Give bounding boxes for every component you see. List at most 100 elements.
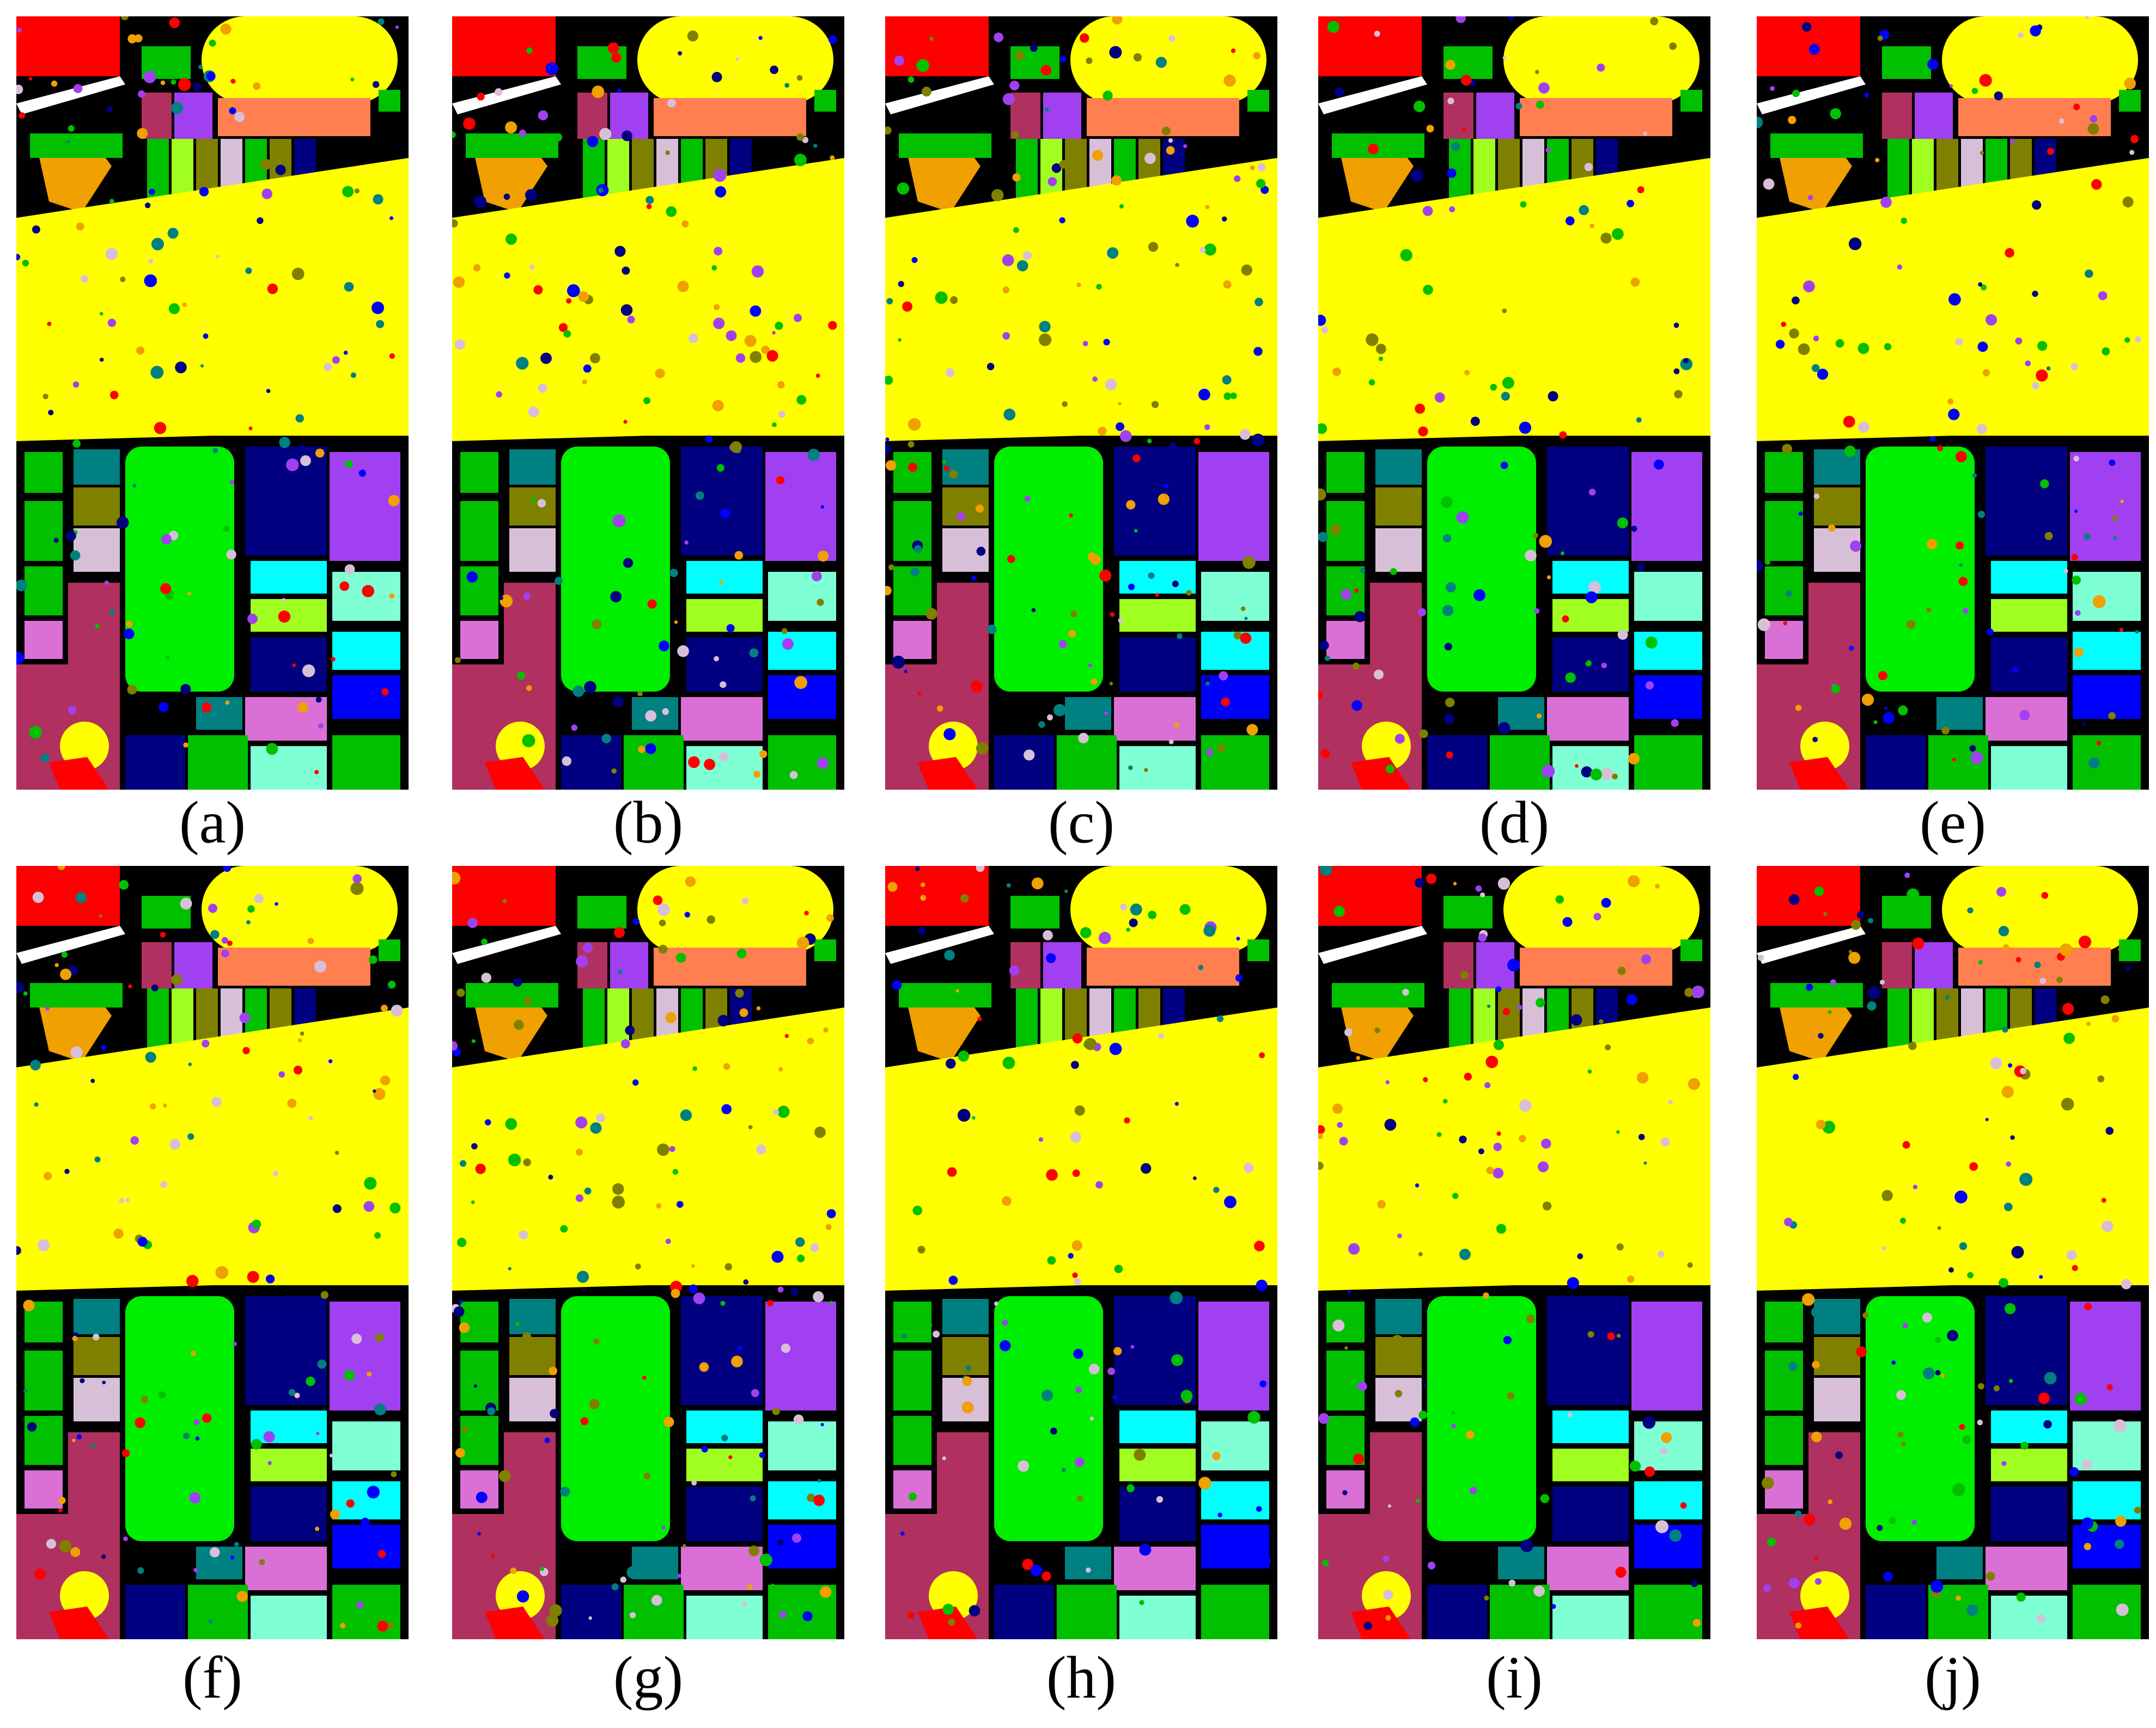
noise-speck bbox=[554, 133, 563, 142]
noise-speck bbox=[160, 1181, 167, 1188]
noise-speck bbox=[95, 624, 100, 629]
noise-speck bbox=[1059, 160, 1068, 169]
noise-speck bbox=[1948, 293, 1961, 306]
noise-speck bbox=[1321, 326, 1329, 334]
noise-speck bbox=[749, 648, 759, 658]
noise-speck bbox=[2061, 1097, 2074, 1111]
noise-speck bbox=[721, 1104, 732, 1114]
noise-speck bbox=[1496, 1224, 1507, 1234]
noise-speck bbox=[646, 204, 652, 210]
region-bright-green bbox=[1866, 1296, 1975, 1541]
noise-speck bbox=[713, 169, 727, 182]
noise-speck bbox=[1781, 321, 1787, 327]
noise-speck bbox=[621, 1039, 630, 1049]
region-cyan2 bbox=[768, 1481, 836, 1519]
noise-speck bbox=[1006, 883, 1011, 888]
region-bright-green bbox=[125, 447, 234, 692]
noise-speck bbox=[73, 84, 83, 93]
noise-speck bbox=[942, 1456, 946, 1461]
noise-speck bbox=[168, 303, 180, 314]
noise-speck bbox=[1259, 1052, 1265, 1059]
noise-speck bbox=[1086, 57, 1093, 64]
noise-speck bbox=[1251, 433, 1265, 447]
noise-speck bbox=[170, 79, 176, 85]
noise-speck bbox=[1891, 1360, 1896, 1365]
noise-speck bbox=[48, 410, 54, 416]
region-maroon-small bbox=[1010, 942, 1040, 988]
region-orchid bbox=[1547, 697, 1629, 741]
noise-speck bbox=[1318, 423, 1327, 434]
noise-speck bbox=[68, 125, 75, 132]
noise-speck bbox=[2015, 957, 2021, 963]
region-salmon bbox=[654, 948, 806, 986]
region-orchid bbox=[1114, 697, 1196, 741]
noise-speck bbox=[1835, 339, 1844, 348]
noise-speck bbox=[141, 1396, 148, 1403]
noise-speck bbox=[665, 1238, 671, 1244]
noise-speck bbox=[175, 361, 187, 374]
noise-speck bbox=[70, 1547, 81, 1557]
noise-speck bbox=[150, 1103, 156, 1110]
noise-speck bbox=[659, 640, 669, 651]
noise-speck bbox=[117, 516, 129, 529]
noise-speck bbox=[1587, 1069, 1592, 1074]
noise-speck bbox=[457, 1237, 467, 1247]
noise-speck bbox=[80, 1378, 85, 1383]
noise-speck bbox=[1562, 917, 1573, 927]
region-purple bbox=[1198, 1302, 1269, 1411]
noise-speck bbox=[1007, 555, 1015, 563]
noise-speck bbox=[261, 188, 272, 199]
region-green-corner bbox=[1680, 90, 1702, 112]
noise-speck bbox=[830, 155, 835, 161]
noise-speck bbox=[688, 756, 700, 768]
noise-speck bbox=[502, 899, 507, 903]
noise-speck bbox=[748, 1125, 753, 1129]
noise-speck bbox=[1332, 367, 1341, 376]
noise-speck bbox=[1792, 296, 1800, 304]
noise-speck bbox=[34, 1102, 39, 1107]
noise-speck bbox=[189, 1492, 201, 1504]
noise-speck bbox=[642, 1375, 647, 1380]
noise-speck bbox=[1881, 1190, 1893, 1201]
noise-speck bbox=[1071, 1240, 1082, 1251]
noise-speck bbox=[1996, 887, 2007, 897]
noise-speck bbox=[1828, 524, 1836, 532]
noise-speck bbox=[1907, 888, 1920, 901]
noise-speck bbox=[452, 131, 456, 138]
noise-speck bbox=[2025, 360, 2031, 367]
noise-speck bbox=[684, 912, 690, 918]
noise-speck bbox=[1112, 1395, 1117, 1400]
region-purple bbox=[2070, 1302, 2141, 1411]
noise-speck bbox=[1126, 1484, 1135, 1493]
caption-d: (d) bbox=[1479, 789, 1550, 856]
caption-g: (g) bbox=[613, 1644, 684, 1711]
noise-speck bbox=[677, 645, 689, 657]
region-pink-ll bbox=[1814, 1378, 1860, 1421]
noise-speck bbox=[223, 866, 232, 872]
noise-speck bbox=[1217, 744, 1225, 753]
noise-speck bbox=[908, 76, 915, 83]
noise-speck bbox=[1075, 1457, 1085, 1467]
noise-speck bbox=[1493, 1040, 1504, 1051]
noise-speck bbox=[756, 1144, 766, 1155]
noise-speck bbox=[137, 1567, 144, 1574]
region-cyan2 bbox=[2073, 632, 2141, 670]
noise-speck bbox=[544, 1437, 550, 1443]
noise-speck bbox=[136, 346, 144, 355]
noise-speck bbox=[691, 1264, 695, 1268]
noise-speck bbox=[1320, 749, 1330, 759]
noise-speck bbox=[994, 1301, 998, 1306]
region-green-small bbox=[577, 896, 626, 929]
noise-speck bbox=[1244, 616, 1248, 620]
region-blue bbox=[1634, 1525, 1702, 1568]
region-green-b bbox=[1490, 735, 1550, 790]
region-green-b2 bbox=[2073, 735, 2141, 790]
noise-speck bbox=[1848, 237, 1862, 251]
noise-speck bbox=[913, 545, 922, 553]
noise-speck bbox=[958, 1051, 969, 1062]
noise-speck bbox=[81, 275, 88, 283]
noise-speck bbox=[761, 345, 770, 354]
region-lime bbox=[1552, 1449, 1629, 1481]
noise-speck bbox=[1319, 866, 1332, 876]
region-cyan bbox=[251, 561, 327, 594]
